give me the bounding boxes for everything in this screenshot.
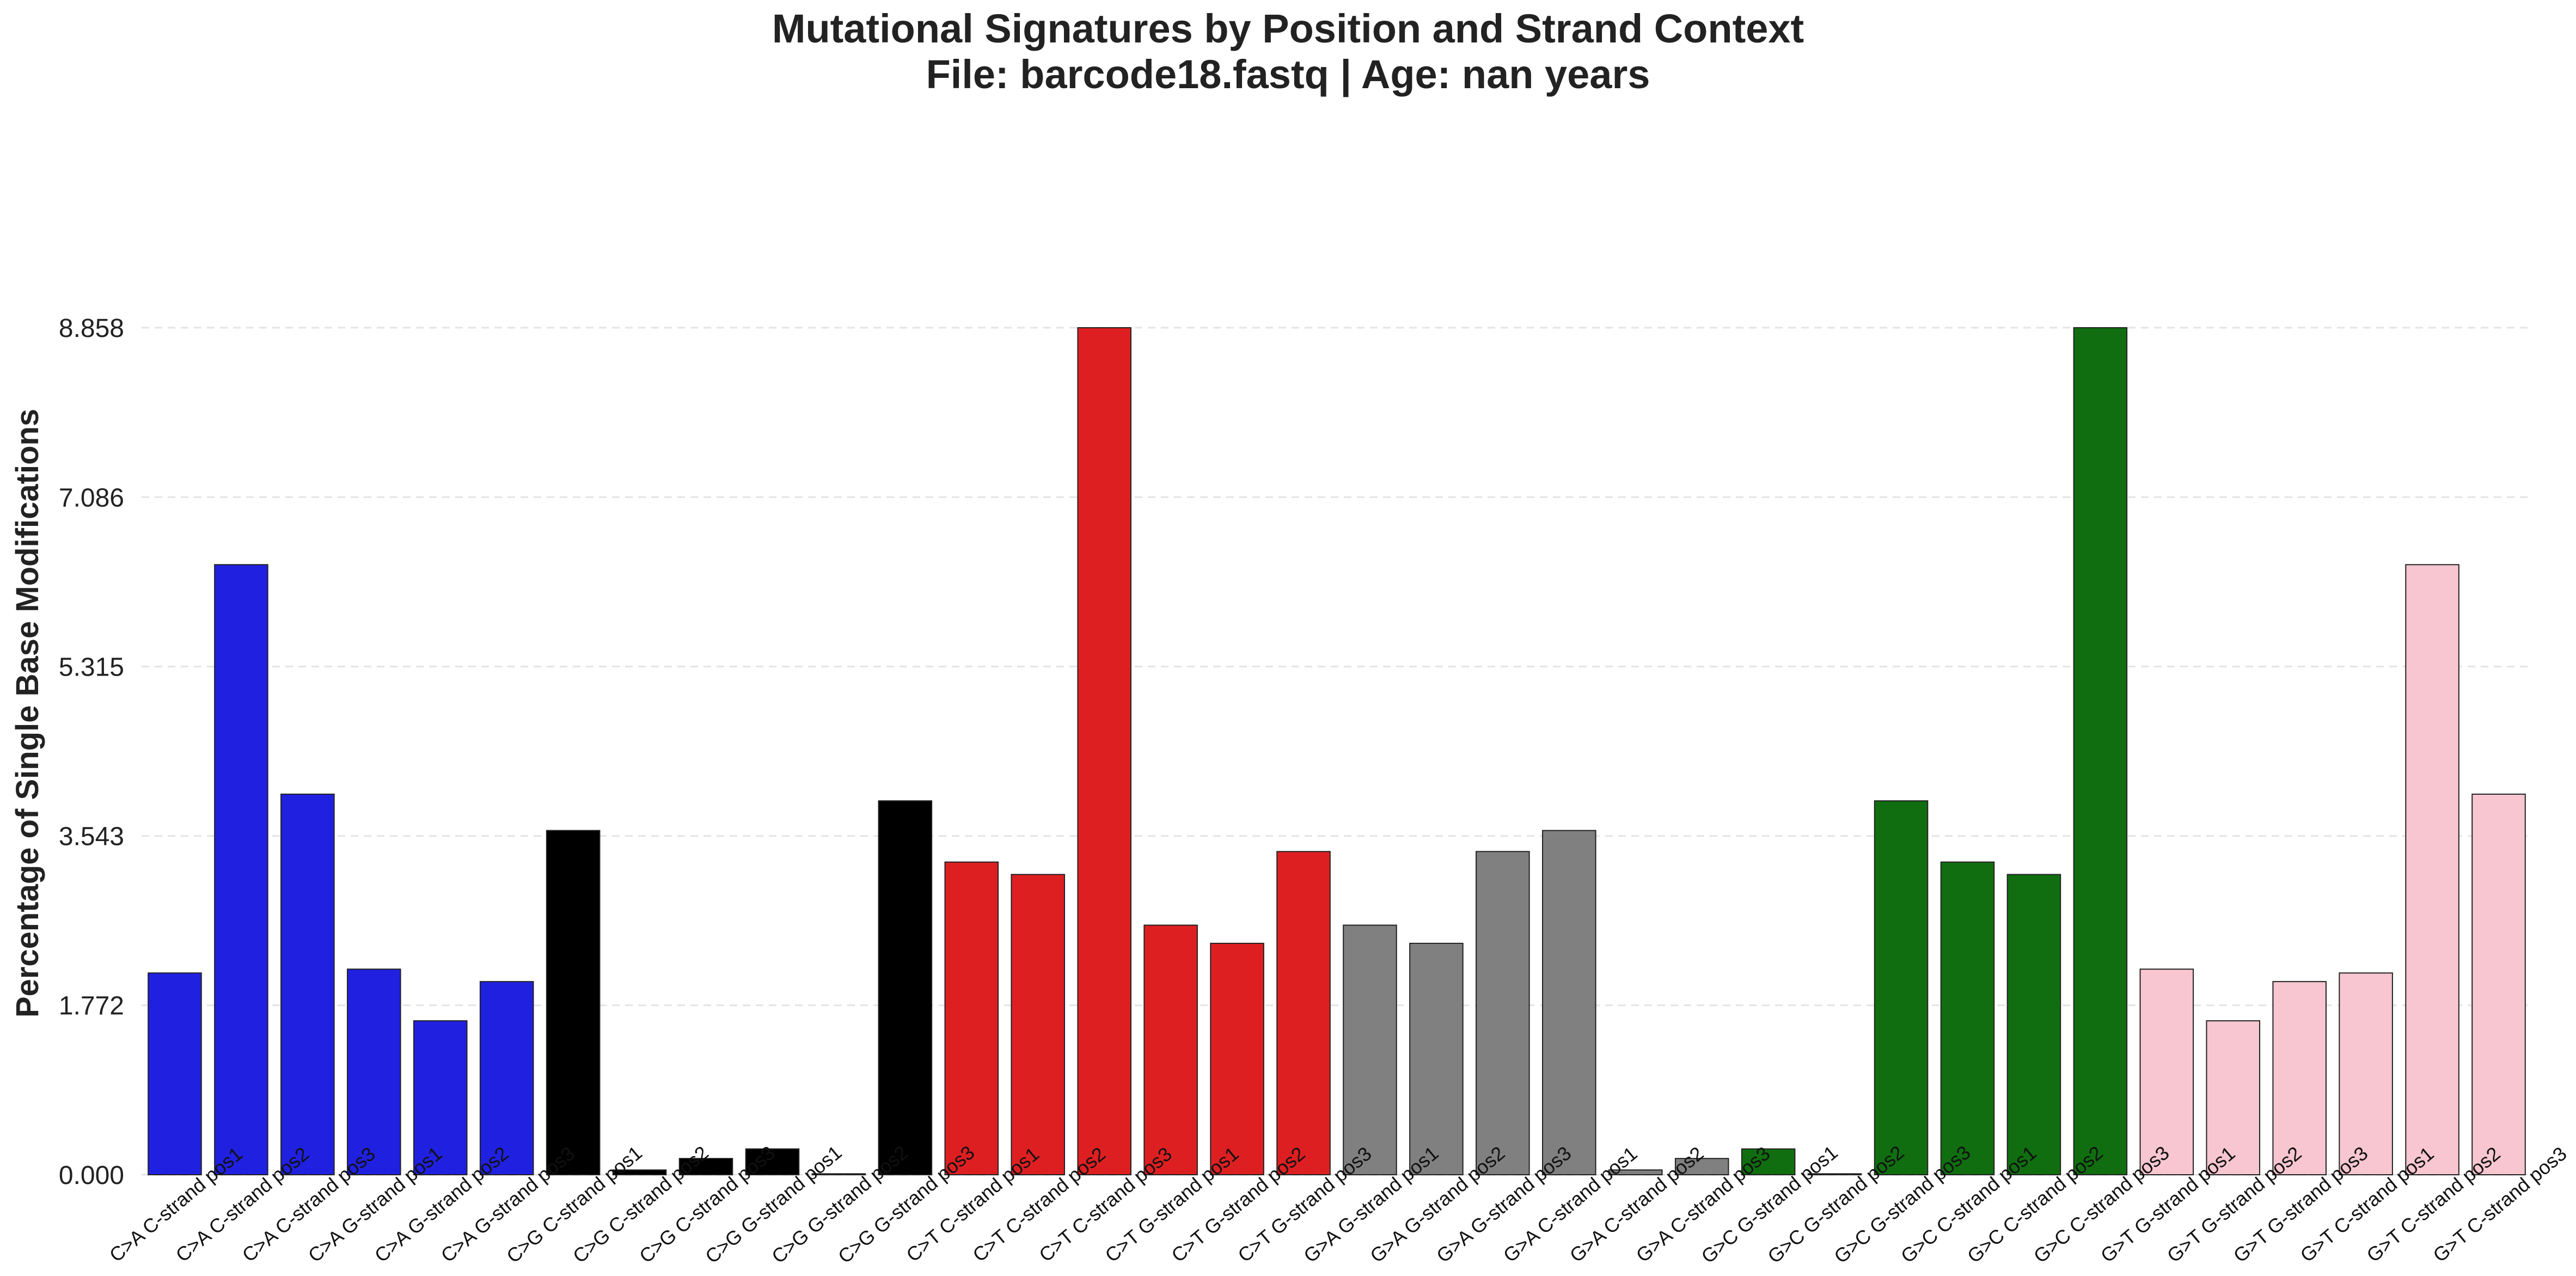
bar xyxy=(2471,793,2526,1176)
bar xyxy=(1210,942,1264,1175)
y-tick-label: 7.086 xyxy=(59,483,124,512)
y-tick-label: 5.315 xyxy=(59,653,124,682)
bar xyxy=(347,968,401,1175)
bar xyxy=(546,830,601,1175)
bar xyxy=(1276,851,1331,1176)
bar xyxy=(479,981,534,1175)
y-axis-label: Percentage of Single Base Modifications xyxy=(10,409,45,1017)
y-tick-label: 3.543 xyxy=(59,823,124,851)
bar xyxy=(1608,1169,1663,1176)
bar xyxy=(1674,1158,1729,1175)
bar xyxy=(811,1173,866,1176)
bar xyxy=(1542,830,1596,1175)
bar xyxy=(148,972,202,1176)
bar xyxy=(1476,851,1530,1176)
bar xyxy=(745,1148,800,1176)
chart-title-line1: Mutational Signatures by Position and St… xyxy=(772,6,1804,51)
gridlines xyxy=(142,327,2532,1176)
y-tick-label: 8.858 xyxy=(59,314,124,343)
bar xyxy=(1343,924,1397,1175)
bar xyxy=(1807,1173,1862,1176)
bar xyxy=(2339,972,2393,1176)
bar xyxy=(1077,327,1131,1175)
bar xyxy=(2139,968,2194,1175)
bar xyxy=(1940,861,1995,1175)
bar xyxy=(678,1158,733,1175)
y-tick-labels: 0.000 1.772 3.543 5.315 7.086 8.858 xyxy=(59,314,124,1190)
bar xyxy=(878,800,933,1175)
bar xyxy=(1741,1148,1796,1176)
bar xyxy=(280,793,335,1176)
bar xyxy=(1011,874,1066,1175)
bar xyxy=(1409,942,1464,1175)
bar xyxy=(214,564,268,1175)
bar xyxy=(2272,981,2327,1175)
bar xyxy=(2405,564,2459,1175)
bar xyxy=(944,861,999,1175)
bar xyxy=(1143,924,1198,1175)
bars xyxy=(148,327,2526,1176)
bar xyxy=(1874,800,1929,1175)
bar xyxy=(2073,327,2128,1175)
bar xyxy=(2006,874,2061,1175)
chart-title-line2: File: barcode18.fastq | Age: nan years xyxy=(926,52,1650,97)
bar xyxy=(2206,1020,2261,1176)
bar xyxy=(413,1020,468,1176)
y-tick-label: 0.000 xyxy=(59,1161,124,1190)
y-tick-label: 1.772 xyxy=(59,992,124,1021)
bar xyxy=(612,1169,667,1176)
